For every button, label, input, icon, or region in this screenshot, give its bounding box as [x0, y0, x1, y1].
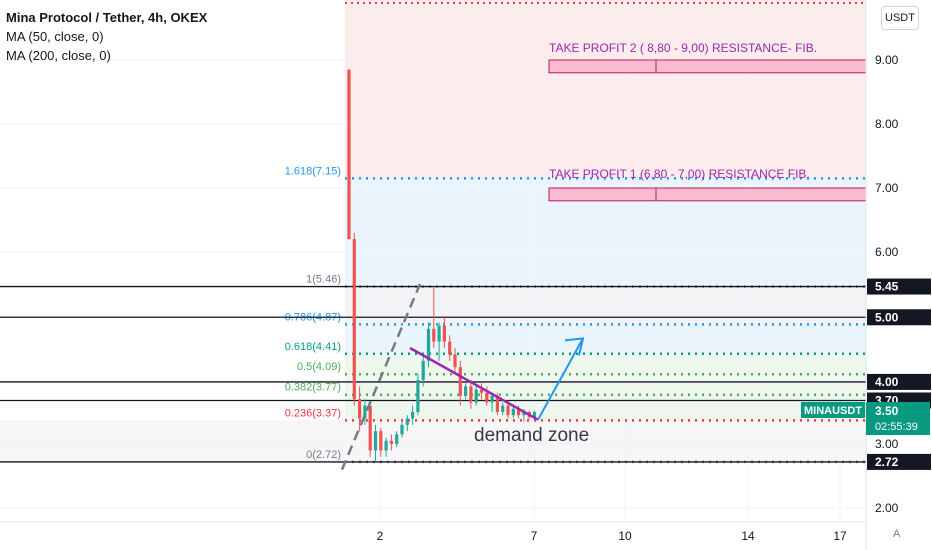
price-label-box: [867, 373, 931, 390]
candle-body: [448, 341, 452, 355]
symbol-price-tag: MINAUSDT 3.50 02:55:39: [801, 402, 930, 435]
horizontal-lines: [0, 285, 866, 463]
price-label-text: 2.72: [875, 455, 899, 469]
projection-arrow-head: [564, 337, 585, 356]
candle-body: [363, 405, 367, 419]
candle-body: [379, 431, 383, 451]
candle-body: [389, 440, 393, 444]
price-label-box: [867, 278, 931, 295]
candle-body: [395, 434, 399, 444]
price-label-text: 5.00: [875, 310, 899, 324]
candle-body: [506, 405, 510, 416]
ma200-legend[interactable]: MA (200, close, 0): [6, 48, 111, 63]
demand-zone-area: [0, 420, 866, 462]
candle-body: [522, 412, 526, 416]
price-label-text: 5.45: [875, 280, 899, 294]
candle-body: [416, 380, 420, 412]
time-tick-label: 7: [531, 529, 538, 543]
fib-level-label: 1(5.46): [306, 274, 341, 286]
impulse-dashed-line: [340, 283, 422, 471]
symbol-label: MINAUSDT: [804, 405, 862, 417]
symbol-title: Mina Protocol / Tether, 4h, OKEX: [6, 10, 208, 25]
price-label-box: [867, 453, 931, 470]
candle-body: [501, 405, 505, 412]
candle-body: [474, 389, 478, 403]
price-tick-label: 8.00: [875, 117, 899, 131]
fib-level-label: 0.382(3.77): [285, 382, 341, 394]
fib-level-label: 0.5(4.09): [297, 361, 341, 373]
price-tick-label: 2.00: [875, 501, 899, 515]
ma50-legend[interactable]: MA (50, close, 0): [6, 29, 104, 44]
price-label-text: 4.00: [875, 375, 899, 389]
fib-level-label: 0.618(4.41): [285, 341, 341, 353]
price-axis[interactable]: 9.008.007.006.004.003.002.005.455.004.00…: [865, 0, 932, 550]
candle-body: [485, 392, 489, 403]
candle-body: [469, 386, 473, 403]
price-tick-label: 7.00: [875, 181, 899, 195]
candle-body: [358, 399, 362, 419]
candle-body: [411, 412, 415, 419]
candle-body: [479, 389, 484, 393]
candle-body: [532, 412, 537, 418]
grid: [0, 0, 866, 522]
candle-body: [400, 424, 404, 435]
time-tick-label: 14: [741, 529, 755, 543]
currency-button[interactable]: USDT: [881, 6, 919, 30]
candle-body: [421, 360, 425, 380]
candle-body: [347, 69, 351, 240]
fib-level-label: 1.618(7.15): [285, 165, 341, 177]
candle-body: [352, 239, 356, 400]
demand-zone-label: demand zone: [474, 425, 589, 446]
candle-body: [442, 325, 446, 342]
fib-level-label: 0(2.72): [306, 449, 341, 461]
take-profit-2-label: TAKE PROFIT 2 ( 8,80 - 9,00) RESISTANCE-…: [549, 41, 817, 55]
current-price: 3.50: [875, 404, 899, 418]
candle-body: [458, 367, 462, 396]
candle-body: [437, 325, 441, 342]
auto-scale-button[interactable]: A: [893, 528, 901, 540]
fib-zone-0786: [345, 324, 866, 354]
countdown-timer: 02:55:39: [875, 421, 918, 433]
candle-body: [432, 328, 436, 342]
chart-legend: Mina Protocol / Tether, 4h, OKEX MA (50,…: [6, 8, 207, 65]
time-tick-label: 2: [377, 529, 384, 543]
time-axis[interactable]: 2 7 10 14 17: [0, 521, 866, 543]
take-profit-zone-box: [548, 59, 867, 74]
candle-body: [453, 354, 457, 368]
price-label-box: [867, 309, 931, 326]
price-tick-label: 3.00: [875, 437, 899, 451]
take-profit-1-label: TAKE PROFIT 1 (6,80 - 7,00) RESISTANCE F…: [549, 167, 810, 181]
fib-zone-top: [345, 0, 866, 179]
candle-body: [384, 440, 388, 451]
candle-body: [495, 396, 499, 412]
candle-body: [511, 408, 515, 416]
candle-body: [517, 408, 521, 416]
take-profit-zones: [548, 59, 867, 202]
candle-body: [464, 386, 468, 396]
projection-arrow: [537, 337, 584, 421]
price-tick-label: 9.00: [875, 53, 899, 67]
time-tick-label: 17: [833, 529, 847, 543]
descending-trendline: [409, 346, 539, 421]
price-tick-label: 6.00: [875, 245, 899, 259]
candle-body: [490, 396, 494, 403]
candle-body: [368, 405, 372, 451]
candle-body: [373, 431, 378, 451]
fib-level-label: 0.236(3.37): [285, 407, 341, 419]
drawings: [340, 283, 585, 471]
take-profit-zone-box: [548, 187, 867, 202]
fib-zone-1: [345, 286, 866, 325]
candle-body: [426, 328, 431, 361]
time-tick-label: 10: [618, 529, 632, 543]
candle-body: [405, 418, 409, 425]
